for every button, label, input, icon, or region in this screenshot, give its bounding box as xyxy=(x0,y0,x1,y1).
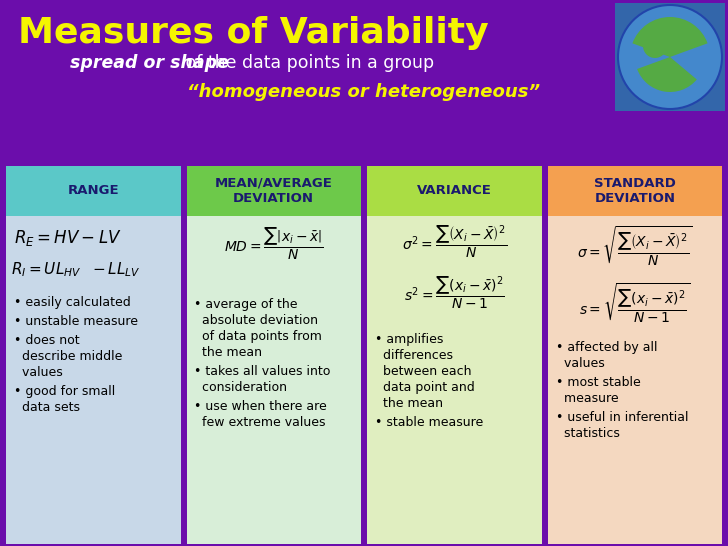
Text: • easily calculated: • easily calculated xyxy=(14,296,131,309)
Text: spread or shape: spread or shape xyxy=(70,54,229,72)
Bar xyxy=(6,166,181,216)
Bar xyxy=(547,216,722,544)
Text: of the data points in a group: of the data points in a group xyxy=(180,54,434,72)
Text: • affected by all
  values: • affected by all values xyxy=(555,341,657,370)
Bar xyxy=(186,216,361,544)
Text: $s = \sqrt{\dfrac{\sum \left(x_i - \bar{x}\right)^2}{N-1}}$: $s = \sqrt{\dfrac{\sum \left(x_i - \bar{… xyxy=(579,281,690,324)
Text: • average of the
  absolute deviation
  of data points from
  the mean: • average of the absolute deviation of d… xyxy=(194,298,323,359)
Text: VARIANCE: VARIANCE xyxy=(417,185,491,198)
Bar xyxy=(615,3,725,111)
Text: • use when there are
  few extreme values: • use when there are few extreme values xyxy=(194,400,328,429)
Text: $\sigma^2 = \dfrac{\sum \left(X_i - \bar{X}\right)^2}{N}$: $\sigma^2 = \dfrac{\sum \left(X_i - \bar… xyxy=(402,224,507,260)
Bar xyxy=(6,216,181,544)
Text: $MD = \dfrac{\sum \left|x_i - \bar{x}\right|}{N}$: $MD = \dfrac{\sum \left|x_i - \bar{x}\ri… xyxy=(224,226,324,262)
Text: • unstable measure: • unstable measure xyxy=(14,315,138,328)
Bar xyxy=(367,216,542,544)
Wedge shape xyxy=(633,17,708,57)
Text: • good for small
  data sets: • good for small data sets xyxy=(14,385,115,414)
Text: MEAN/AVERAGE
DEVIATION: MEAN/AVERAGE DEVIATION xyxy=(215,177,333,205)
Text: • useful in inferential
  statistics: • useful in inferential statistics xyxy=(555,411,688,440)
Text: • does not
  describe middle
  values: • does not describe middle values xyxy=(14,334,122,379)
Text: • amplifies
  differences
  between each
  data point and
  the mean: • amplifies differences between each dat… xyxy=(375,333,475,410)
Text: $R_I = UL_{HV}\ \ -LL_{LV}$: $R_I = UL_{HV}\ \ -LL_{LV}$ xyxy=(11,260,141,278)
Circle shape xyxy=(643,34,667,58)
Text: • stable measure: • stable measure xyxy=(375,416,483,429)
Bar xyxy=(186,166,361,216)
Circle shape xyxy=(618,5,722,109)
Text: $s^2 = \dfrac{\sum \left(x_i - \bar{x}\right)^2}{N-1}$: $s^2 = \dfrac{\sum \left(x_i - \bar{x}\r… xyxy=(404,275,505,311)
Text: • takes all values into
  consideration: • takes all values into consideration xyxy=(194,365,331,394)
Text: • most stable
  measure: • most stable measure xyxy=(555,376,640,405)
Text: STANDARD
DEVIATION: STANDARD DEVIATION xyxy=(594,177,676,205)
Text: $R_E = HV - LV$: $R_E = HV - LV$ xyxy=(14,228,122,248)
Bar xyxy=(367,166,542,216)
Wedge shape xyxy=(637,57,697,92)
Text: RANGE: RANGE xyxy=(68,185,119,198)
Bar xyxy=(547,166,722,216)
Text: “homogeneous or heterogeneous”: “homogeneous or heterogeneous” xyxy=(187,83,541,101)
Text: Measures of Variability: Measures of Variability xyxy=(18,16,488,50)
Text: $\sigma = \sqrt{\dfrac{\sum \left(X_i - \bar{X}\right)^2}{N}}$: $\sigma = \sqrt{\dfrac{\sum \left(X_i - … xyxy=(577,224,692,268)
